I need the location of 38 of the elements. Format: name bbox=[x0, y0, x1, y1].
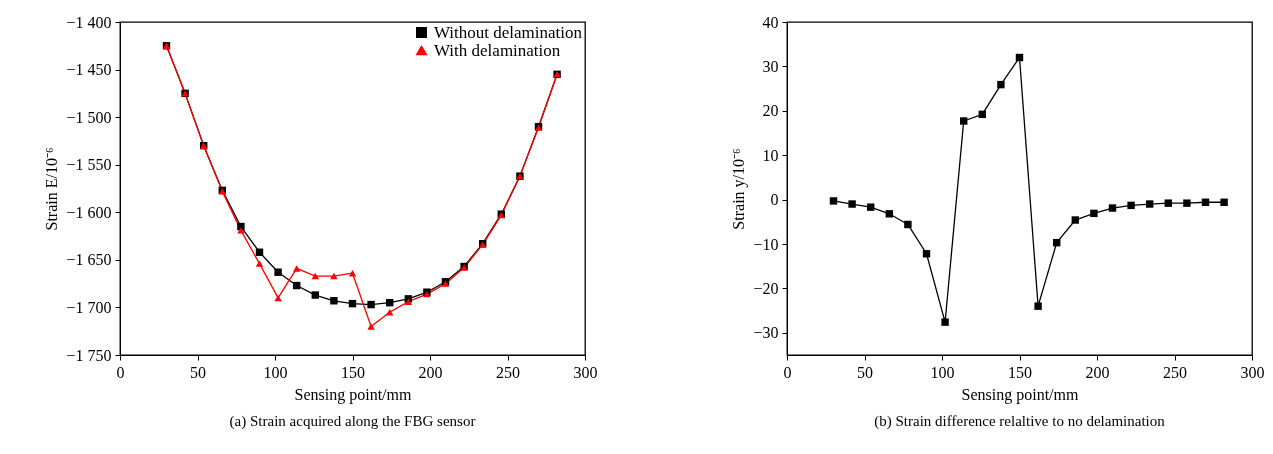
x-tick-label: 100 bbox=[930, 363, 955, 381]
x-tick-label: 150 bbox=[1008, 363, 1032, 381]
x-tick-label: 250 bbox=[496, 363, 520, 381]
x-tick-label: 300 bbox=[1240, 363, 1265, 381]
y-tick-label: −1 750 bbox=[66, 346, 112, 364]
y-axis-title: Strain E/10⁻⁶ bbox=[43, 147, 61, 231]
y-tick-label: 20 bbox=[762, 102, 779, 120]
x-tick-label: 0 bbox=[116, 363, 125, 381]
y-tick-label: −1 400 bbox=[66, 13, 112, 31]
x-tick-label: 300 bbox=[573, 363, 598, 381]
y-tick-label: 40 bbox=[762, 13, 779, 31]
y-axis-title: Strain y/10⁻⁶ bbox=[730, 148, 749, 230]
y-tick-label: 30 bbox=[762, 57, 779, 75]
y-tick-label: −1 700 bbox=[66, 298, 112, 316]
x-tick-label: 100 bbox=[263, 363, 288, 381]
y-tick-label: −30 bbox=[753, 324, 779, 342]
y-tick-label: 10 bbox=[762, 146, 779, 164]
text: (b) Strain difference relaltive to no delamination bbox=[874, 413, 1166, 430]
y-tick-label: −1 600 bbox=[66, 203, 112, 221]
text: (a) Strain acquired along the FBG sensor bbox=[229, 413, 476, 430]
x-tick-label: 200 bbox=[418, 363, 443, 381]
x-tick-label: 50 bbox=[857, 363, 873, 381]
y-tick-label: −1 500 bbox=[66, 108, 112, 126]
x-tick-label: 50 bbox=[190, 363, 206, 381]
legend-label: Without delamination bbox=[434, 22, 583, 42]
y-tick-label: −1 450 bbox=[66, 61, 112, 79]
x-axis-title: Sensing point/mm bbox=[294, 385, 412, 404]
y-tick-label: −1 650 bbox=[66, 251, 112, 269]
y-tick-label: −1 550 bbox=[66, 156, 112, 174]
x-axis-title: Sensing point/mm bbox=[961, 385, 1079, 404]
x-tick-label: 250 bbox=[1163, 363, 1187, 381]
x-tick-label: 200 bbox=[1085, 363, 1110, 381]
y-tick-label: −10 bbox=[753, 235, 779, 253]
x-tick-label: 150 bbox=[341, 363, 365, 381]
y-tick-label: −20 bbox=[753, 279, 779, 297]
y-tick-label: 0 bbox=[770, 191, 779, 209]
x-tick-label: 0 bbox=[783, 363, 792, 381]
legend-label: With delamination bbox=[434, 40, 561, 60]
